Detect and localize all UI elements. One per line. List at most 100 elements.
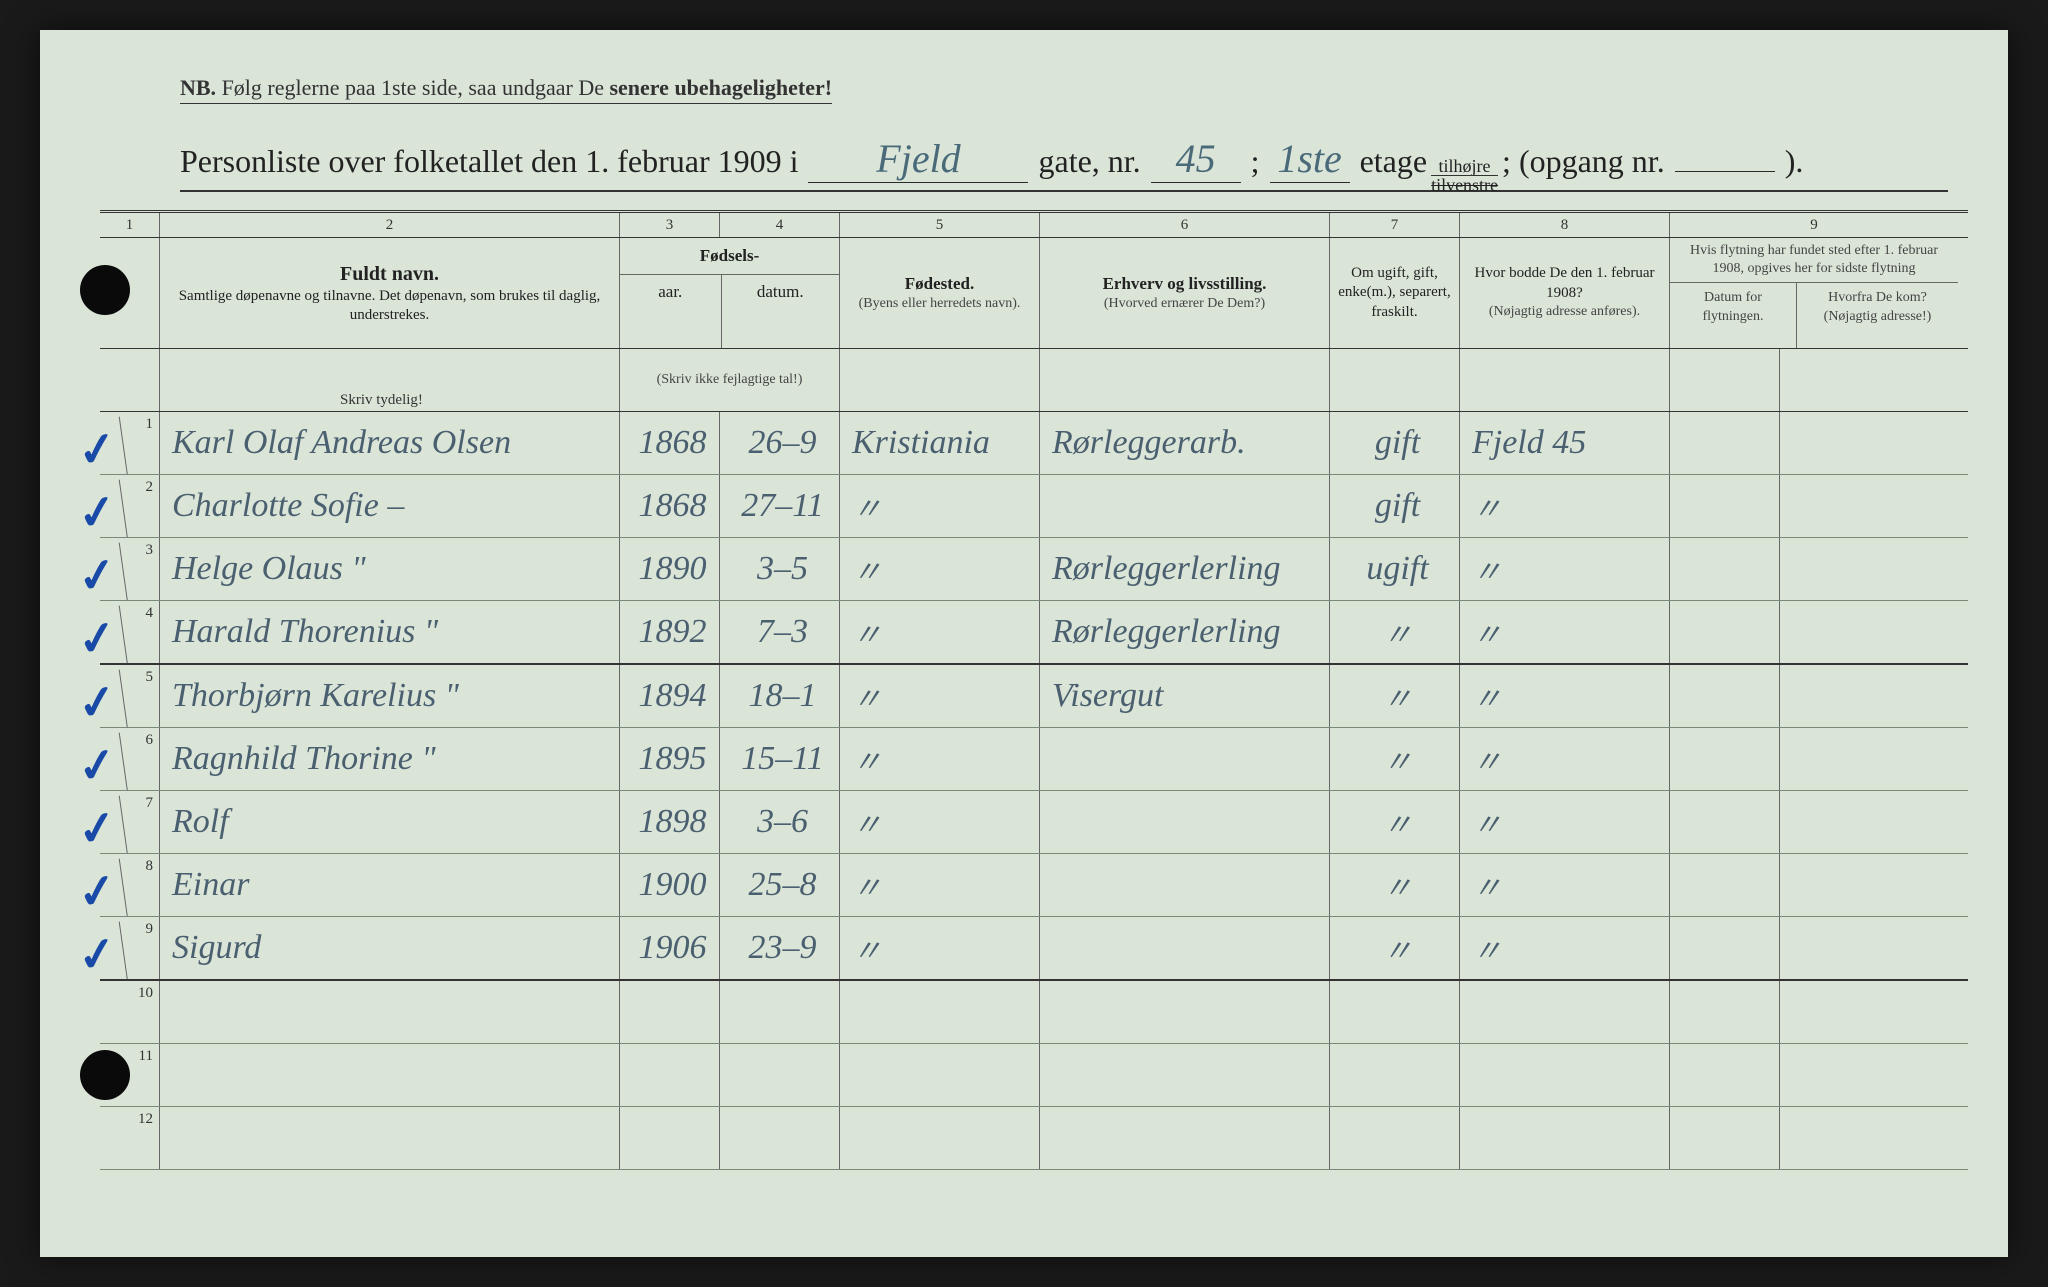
cell-aar [620, 981, 720, 1043]
cell-datum [720, 1107, 840, 1169]
hdr-datum: datum. [722, 275, 839, 348]
cell-navn: Einar [160, 854, 620, 916]
cell-hvorfra [1780, 854, 1968, 916]
cell-erhverv [1040, 854, 1330, 916]
cell-erhverv: Rørleggerlerling [1040, 601, 1330, 663]
hdr-fodested-t: Fødested. [905, 273, 974, 295]
cell-aar: 1894 [620, 665, 720, 727]
check-mark-icon: ✓ [68, 733, 127, 798]
cell-flyt-datum [1670, 475, 1780, 537]
table-row: ✓1Karl Olaf Andreas Olsen186826–9Kristia… [100, 412, 1968, 475]
cell-datum: 25–8 [720, 854, 840, 916]
cell-datum: 15–11 [720, 728, 840, 790]
check-mark-icon: ✓ [68, 480, 127, 545]
cell-civil: gift [1330, 412, 1460, 474]
cell-civil [1330, 1107, 1460, 1169]
cell-aar: 1868 [620, 475, 720, 537]
cell-flyt-datum [1670, 791, 1780, 853]
cell-hvorfra [1780, 791, 1968, 853]
cell-1908 [1460, 981, 1670, 1043]
cell-navn: Rolf [160, 791, 620, 853]
cell-flyt-datum [1670, 1107, 1780, 1169]
hdr-navn: Fuldt navn. Samtlige døpenavne og tilnav… [160, 238, 620, 348]
street-field: Fjeld [808, 135, 1028, 183]
cell-aar: 1906 [620, 917, 720, 979]
hdr-skriv-ikke: (Skriv ikke fejlagtige tal!) [620, 349, 840, 411]
colnum-3: 3 [620, 213, 720, 237]
cell-aar: 1892 [620, 601, 720, 663]
cell-fodested: 〃 [840, 728, 1040, 790]
cell-flyt-datum [1670, 1044, 1780, 1106]
cell-civil: 〃 [1330, 665, 1460, 727]
hdr-1908: Hvor bodde De den 1. februar 1908? (Nøja… [1460, 238, 1670, 348]
cell-hvorfra [1780, 412, 1968, 474]
skriv-tydelig-note: Skriv tydelig! [340, 392, 423, 409]
cell-flyt-datum [1670, 728, 1780, 790]
check-mark-icon: ✓ [68, 859, 127, 924]
cell-fodested: 〃 [840, 791, 1040, 853]
cell-navn [160, 1044, 620, 1106]
hdr2-9b [1780, 349, 1968, 411]
cell-datum: 23–9 [720, 917, 840, 979]
cell-erhverv [1040, 917, 1330, 979]
cell-aar: 1895 [620, 728, 720, 790]
check-mark-icon: ✓ [68, 670, 127, 735]
check-mark-icon: ✓ [68, 606, 127, 671]
hdr-erhverv: Erhverv og livsstilling. (Hvorved ernære… [1040, 238, 1330, 348]
cell-datum: 3–6 [720, 791, 840, 853]
cell-hvorfra [1780, 981, 1968, 1043]
cell-1908: 〃 [1460, 475, 1670, 537]
table-row: ✓5Thorbjørn Karelius "189418–1〃Visergut〃… [100, 665, 1968, 728]
hdr-erhverv-s: (Hvorved ernærer De Dem?) [1104, 295, 1265, 313]
cell-navn: Charlotte Sofie – [160, 475, 620, 537]
census-page: NB. Følg reglerne paa 1ste side, saa und… [40, 30, 2008, 1257]
cell-1908: 〃 [1460, 917, 1670, 979]
cell-civil: gift [1330, 475, 1460, 537]
cell-flyt-datum [1670, 538, 1780, 600]
cell-civil: 〃 [1330, 601, 1460, 663]
cell-erhverv: Rørleggerlerling [1040, 538, 1330, 600]
colnum-7: 7 [1330, 213, 1460, 237]
cell-datum [720, 1044, 840, 1106]
opgang-field [1675, 171, 1775, 172]
title-c: ; (opgang nr. [1502, 143, 1665, 180]
cell-navn [160, 981, 620, 1043]
cell-aar: 1900 [620, 854, 720, 916]
colnum-8: 8 [1460, 213, 1670, 237]
side-bot: tilvenstre [1431, 175, 1498, 194]
etage-label: etage [1360, 143, 1428, 180]
table-row: ✓8Einar190025–8〃〃〃 [100, 854, 1968, 917]
cell-fodested: 〃 [840, 917, 1040, 979]
cell-fodested [840, 981, 1040, 1043]
cell-fodested [840, 1107, 1040, 1169]
cell-flyt-datum [1670, 601, 1780, 663]
cell-civil [1330, 981, 1460, 1043]
hdr-erhverv-t: Erhverv og livsstilling. [1103, 273, 1267, 295]
check-mark-icon: ✓ [68, 543, 127, 608]
cell-erhverv [1040, 981, 1330, 1043]
check-mark-icon: ✓ [68, 417, 127, 482]
cell-navn: Sigurd [160, 917, 620, 979]
colnum-6: 6 [1040, 213, 1330, 237]
cell-fodested: 〃 [840, 538, 1040, 600]
cell-1908: 〃 [1460, 538, 1670, 600]
hdr-fuldt-navn: Fuldt navn. [340, 261, 439, 287]
cell-hvorfra [1780, 1044, 1968, 1106]
hdr-flytning-group: Hvis flytning har fundet sted efter 1. f… [1670, 238, 1958, 348]
hdr2-sted [840, 349, 1040, 411]
cell-erhverv [1040, 1107, 1330, 1169]
cell-navn: Ragnhild Thorine " [160, 728, 620, 790]
cell-1908: 〃 [1460, 728, 1670, 790]
hdr-fodested: Fødested. (Byens eller herredets navn). [840, 238, 1040, 348]
cell-aar [620, 1044, 720, 1106]
hdr2-1908 [1460, 349, 1670, 411]
side-top: tilhøjre [1431, 157, 1498, 175]
title-a: Personliste over folketallet den 1. febr… [180, 143, 798, 180]
nb-label: NB. [180, 75, 216, 100]
cell-navn: Helge Olaus " [160, 538, 620, 600]
cell-erhverv [1040, 475, 1330, 537]
table-row: ✓2Charlotte Sofie –186827–11〃gift〃 [100, 475, 1968, 538]
census-table: 1 2 3 4 5 6 7 8 9 Fuldt navn. Samtlige d… [100, 210, 1968, 1217]
cell-flyt-datum [1670, 981, 1780, 1043]
cell-erhverv: Visergut [1040, 665, 1330, 727]
